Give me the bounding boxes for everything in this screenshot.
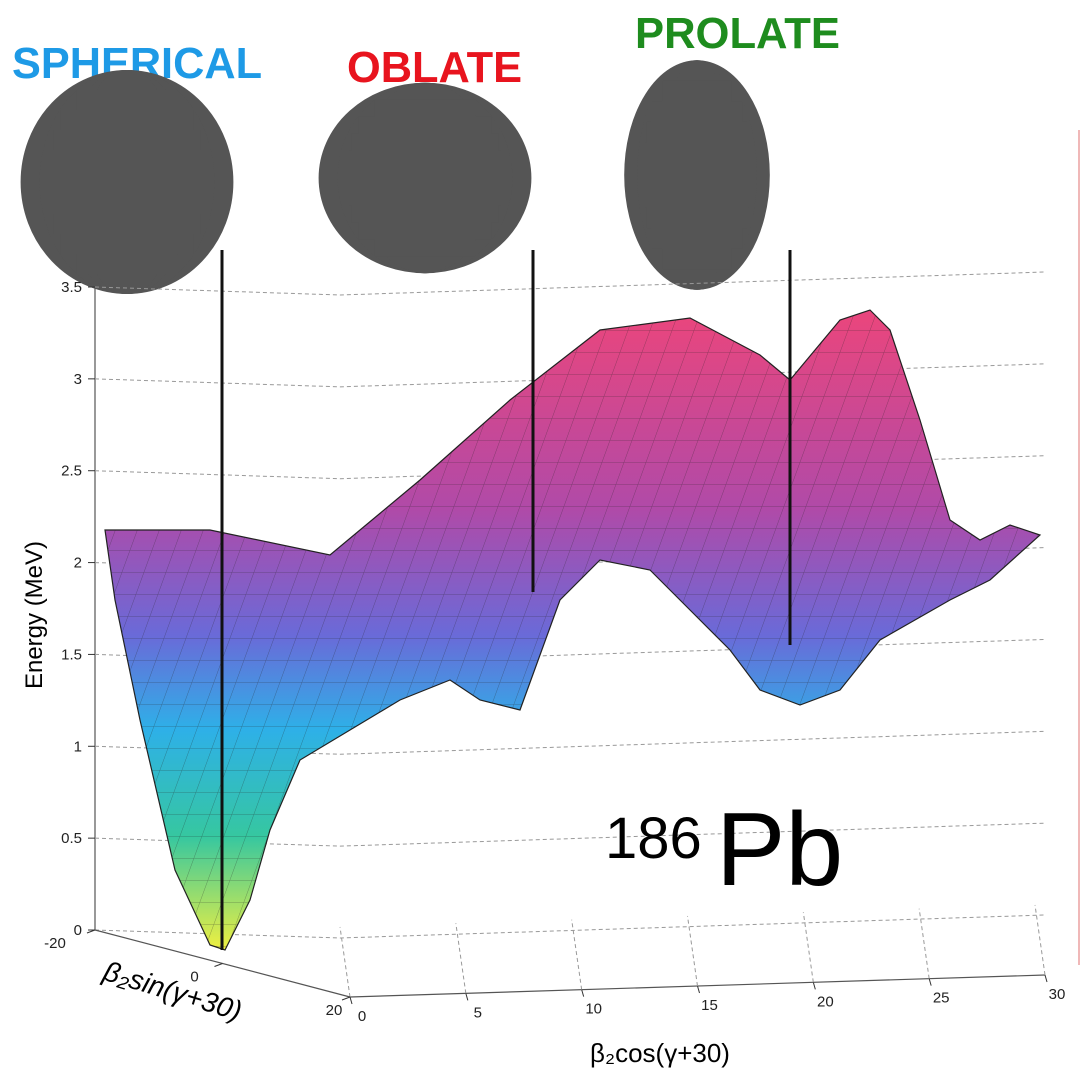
x-axis-label: β₂cos(γ+30) — [590, 1038, 730, 1068]
y-tick — [214, 963, 223, 967]
z-tick-label: 0 — [74, 922, 82, 939]
y-axis-label: β₂sin(γ+30) — [99, 955, 245, 1027]
grid-line — [94, 730, 1046, 755]
z-tick-label: 1 — [74, 738, 82, 755]
z-tick-label: 2 — [74, 555, 82, 572]
sphere-prolate — [645, 93, 749, 257]
x-tick — [581, 989, 585, 997]
grid-line — [802, 912, 814, 983]
z-tick-label: 0.5 — [61, 830, 82, 847]
x-tick-label: 25 — [933, 990, 950, 1007]
grid-line — [94, 914, 1046, 939]
x-tick-label: 10 — [585, 1001, 602, 1018]
x-tick — [1044, 974, 1048, 983]
z-tick-label: 2.5 — [61, 463, 82, 480]
z-axis-label: Energy (MeV) — [21, 541, 48, 689]
grid-line — [918, 908, 930, 979]
mass-number: 186 — [605, 806, 702, 871]
x-tick — [928, 978, 932, 986]
z-tick-label: 1.5 — [61, 646, 82, 663]
shape-label: PROLATE — [635, 9, 840, 58]
x-tick — [465, 993, 469, 1001]
z-tick-label: 3 — [74, 371, 82, 388]
grid-line — [94, 822, 1046, 847]
x-tick — [812, 982, 816, 990]
surface-mesh — [105, 310, 1040, 950]
x-tick — [697, 985, 700, 994]
x-tick-label: 15 — [701, 997, 718, 1014]
y-tick-label: -20 — [44, 935, 66, 952]
grid-line — [455, 923, 467, 994]
sphere-oblate — [349, 110, 501, 246]
x-tick — [349, 996, 353, 1005]
x-tick-label: 20 — [817, 993, 834, 1010]
x-tick-label: 0 — [358, 1008, 366, 1025]
grid-line — [1034, 904, 1046, 976]
grid-line — [339, 926, 351, 998]
x-tick-label: 30 — [1049, 986, 1066, 1003]
grid-line — [94, 271, 1046, 296]
element-symbol: Pb — [716, 792, 843, 908]
y-tick — [86, 929, 96, 934]
y-tick — [341, 996, 351, 1001]
sphere-spherical — [51, 102, 203, 262]
z-tick-label: 3.5 — [61, 279, 82, 296]
x-tick-label: 5 — [474, 1004, 482, 1021]
y-tick-label: 20 — [326, 1002, 343, 1019]
y-tick-label: 0 — [190, 969, 198, 986]
grid-line — [571, 919, 583, 990]
grid-line — [687, 915, 698, 987]
